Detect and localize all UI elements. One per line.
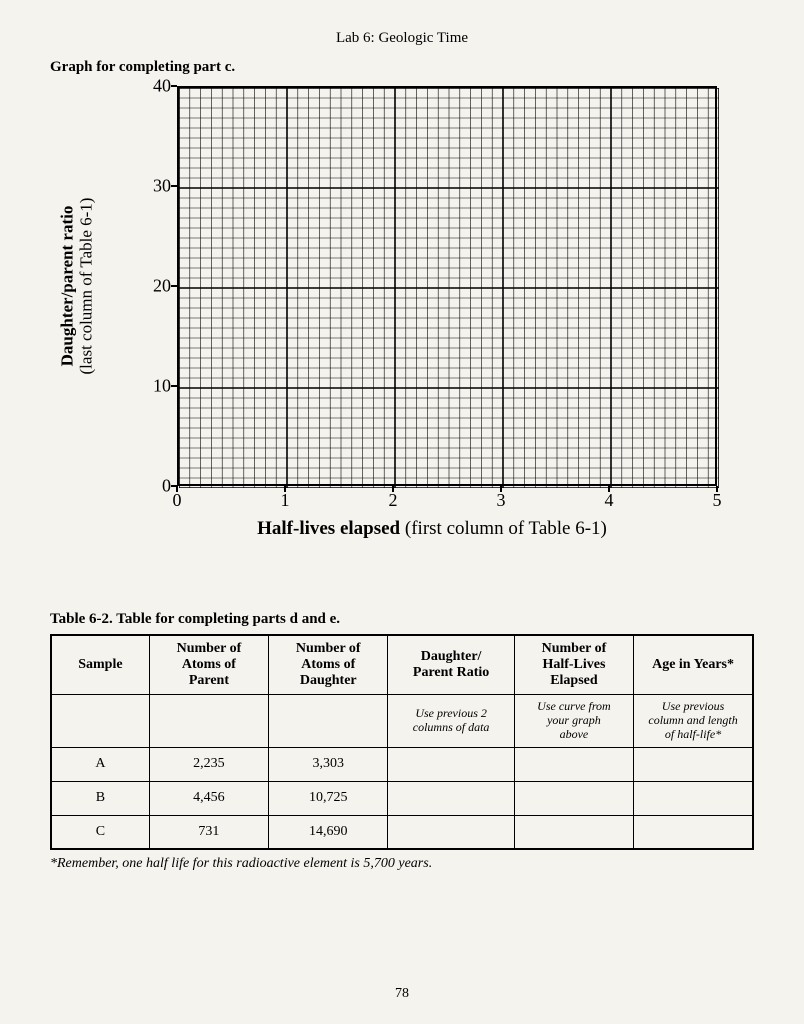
column-header: Age in Years* xyxy=(634,635,753,695)
column-header: Number ofAtoms ofDaughter xyxy=(269,635,388,695)
y-axis-label: Daughter/parent ratio (last column of Ta… xyxy=(58,198,95,375)
hint-cell: Use curve fromyour graphabove xyxy=(514,695,633,747)
table-caption: Table 6-2. Table for completing parts d … xyxy=(50,611,754,628)
page-title: Lab 6: Geologic Time xyxy=(50,30,754,47)
column-header: Number ofHalf-LivesElapsed xyxy=(514,635,633,695)
table-cell xyxy=(634,815,753,849)
y-tick-label: 40 xyxy=(153,76,171,97)
chart-container: Daughter/parent ratio (last column of Ta… xyxy=(87,86,717,541)
x-tick-label: 1 xyxy=(281,490,290,511)
table-cell: 10,725 xyxy=(269,781,388,815)
table-cell: B xyxy=(51,781,149,815)
y-tick-label: 30 xyxy=(153,176,171,197)
table-cell: 4,456 xyxy=(149,781,268,815)
graph-subtitle: Graph for completing part c. xyxy=(50,59,754,76)
table-cell xyxy=(514,781,633,815)
y-tick-label: 0 xyxy=(162,476,171,497)
footnote: *Remember, one half life for this radioa… xyxy=(50,856,754,872)
hint-cell xyxy=(149,695,268,747)
table-6-2: SampleNumber ofAtoms ofParentNumber ofAt… xyxy=(50,634,754,850)
x-tick-label: 3 xyxy=(497,490,506,511)
plot-area xyxy=(177,86,717,486)
table-cell: 3,303 xyxy=(269,747,388,781)
table-cell xyxy=(388,781,514,815)
table-cell xyxy=(388,747,514,781)
table-cell xyxy=(388,815,514,849)
column-header: Sample xyxy=(51,635,149,695)
x-axis-label: Half-lives elapsed (first column of Tabl… xyxy=(147,518,717,540)
hint-cell: Use previous 2columns of data xyxy=(388,695,514,747)
y-tick-label: 20 xyxy=(153,276,171,297)
table-cell: C xyxy=(51,815,149,849)
y-tick-label: 10 xyxy=(153,376,171,397)
hint-cell xyxy=(51,695,149,747)
x-tick-label: 5 xyxy=(713,490,722,511)
table-cell xyxy=(634,781,753,815)
column-header: Daughter/Parent Ratio xyxy=(388,635,514,695)
x-tick-label: 0 xyxy=(173,490,182,511)
table-cell xyxy=(634,747,753,781)
table-cell xyxy=(514,815,633,849)
x-tick-label: 2 xyxy=(389,490,398,511)
hint-cell: Use previouscolumn and lengthof half-lif… xyxy=(634,695,753,747)
table-cell xyxy=(514,747,633,781)
table-cell: 14,690 xyxy=(269,815,388,849)
table-cell: 2,235 xyxy=(149,747,268,781)
page-number: 78 xyxy=(0,986,804,1002)
x-tick-label: 4 xyxy=(605,490,614,511)
table-cell: A xyxy=(51,747,149,781)
table-cell: 731 xyxy=(149,815,268,849)
column-header: Number ofAtoms ofParent xyxy=(149,635,268,695)
hint-cell xyxy=(269,695,388,747)
